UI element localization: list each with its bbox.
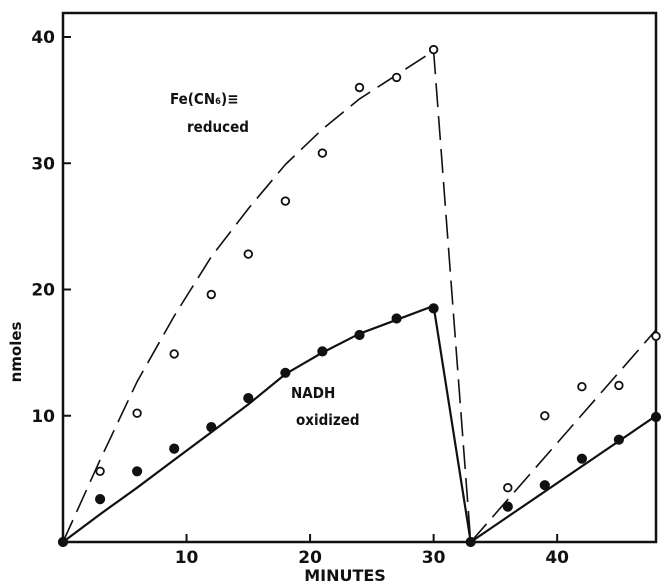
nadh-point-13 [502, 501, 513, 512]
ferricyanide-point-15 [577, 382, 587, 392]
tick-labels: 10 20 30 40 10 20 30 40 [31, 28, 569, 568]
x-tick-label-20: 20 [298, 548, 322, 568]
x-axis-title: MINUTES [304, 566, 386, 584]
ferricyanide-point-16 [614, 380, 624, 391]
ferricyanide-point-13 [503, 483, 513, 493]
y-tick-label-10: 10 [31, 407, 55, 427]
nadh-point-3 [132, 466, 143, 477]
axis-ticks [63, 36, 559, 542]
nadh-point-8 [317, 346, 328, 357]
y-axis-title: nmoles [7, 322, 25, 383]
plot-frame [61, 11, 658, 544]
ferricyanide-point-17 [651, 331, 661, 341]
nadh-point-14 [539, 480, 550, 491]
nadh-point-5 [206, 422, 217, 433]
ferricyanide-point-14 [540, 411, 550, 421]
nadh-line-1 [62, 304, 472, 543]
nadh-annotation-line2: oxidized [296, 411, 360, 429]
ferricyanide-point-11 [428, 44, 439, 55]
ferricyanide-annotation-line2: reduced [187, 118, 249, 136]
nadh-point-6 [243, 393, 254, 404]
y-tick-label-40: 40 [31, 28, 55, 48]
nadh-point-7 [280, 367, 291, 378]
ferricyanide-point-5 [206, 289, 216, 300]
x-tick-label-30: 30 [422, 548, 446, 568]
ferricyanide-point-4 [169, 349, 179, 359]
y-tick-label-20: 20 [31, 281, 55, 301]
nadh-point-4 [169, 443, 180, 454]
ferricyanide-point-2 [95, 466, 105, 476]
ferricyanide-point-10 [391, 72, 402, 83]
ferricyanide-point-9 [354, 82, 365, 93]
nadh-point-10 [391, 313, 402, 324]
nadh-point-9 [354, 329, 365, 341]
ferricyanide-point-3 [132, 408, 142, 418]
nadh-point-16 [613, 434, 625, 445]
x-tick-label-10: 10 [175, 548, 199, 568]
ferricyanide-line-2 [470, 329, 657, 543]
fit-lines [62, 50, 657, 543]
ferricyanide-point-7 [280, 196, 291, 206]
data-markers [57, 44, 662, 548]
y-tick-label-30: 30 [31, 154, 55, 174]
nadh-point-2 [95, 494, 106, 505]
nadh-point-15 [576, 453, 588, 464]
ferricyanide-annotation-line1: Fe(CN₆)≡ [170, 90, 239, 108]
ferricyanide-point-8 [317, 148, 328, 158]
nadh-point-12 [465, 536, 476, 548]
nadh-line-2 [470, 414, 657, 543]
ferricyanide-point-6 [243, 249, 253, 259]
ferricyanide-line-1 [62, 50, 472, 543]
nadh-annotation-line1: NADH [291, 384, 335, 402]
nadh-point-1 [57, 536, 69, 548]
nadh-point-17 [650, 411, 662, 423]
x-tick-label-40: 40 [545, 548, 569, 568]
nadh-point-11 [428, 303, 439, 314]
